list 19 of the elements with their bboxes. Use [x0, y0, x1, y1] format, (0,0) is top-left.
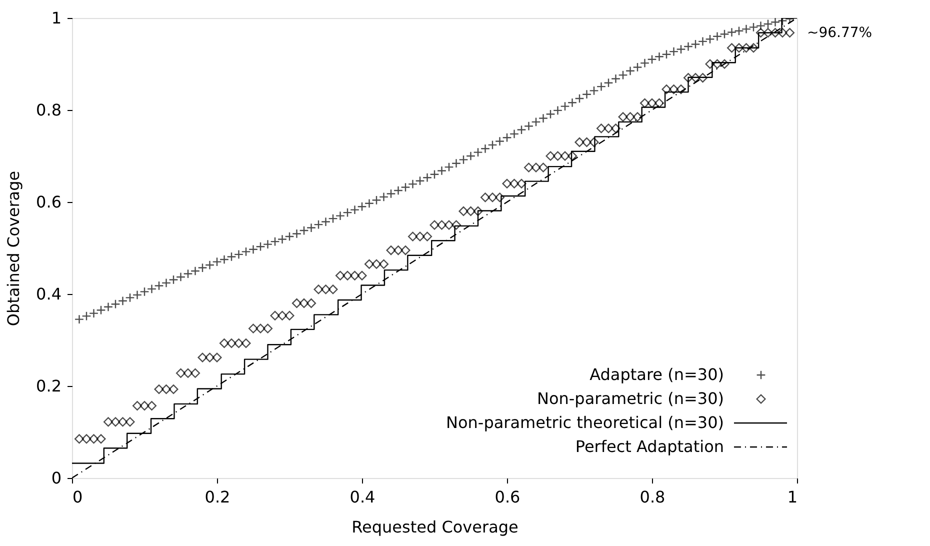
legend-label: Non-parametric theoretical (n=30)	[446, 413, 724, 432]
x-tick-label: 0.6	[494, 488, 520, 506]
legend-label: Adaptare (n=30)	[590, 365, 724, 384]
y-tick-label: 0.2	[36, 376, 62, 396]
x-tick-label: 0	[72, 488, 83, 506]
y-tick-label: 0.8	[36, 100, 62, 120]
x-axis-title: Requested Coverage	[352, 518, 518, 536]
y-tick-label: 0.4	[36, 284, 62, 304]
annotation: ~96.77%	[807, 24, 872, 41]
x-tick-label: 0.8	[640, 488, 666, 506]
y-tick-label: 0.6	[36, 192, 62, 212]
y-tick-label: 0	[51, 468, 62, 488]
legend-label: Non-parametric (n=30)	[536, 389, 724, 408]
legend-label: Perfect Adaptation	[575, 437, 724, 456]
y-tick-label: 1	[51, 8, 62, 28]
x-tick-label: 0.2	[204, 488, 230, 506]
x-tick-label: 0.4	[350, 488, 376, 506]
x-tick-label: 1	[787, 488, 798, 506]
y-axis-title: Obtained Coverage	[4, 170, 24, 326]
